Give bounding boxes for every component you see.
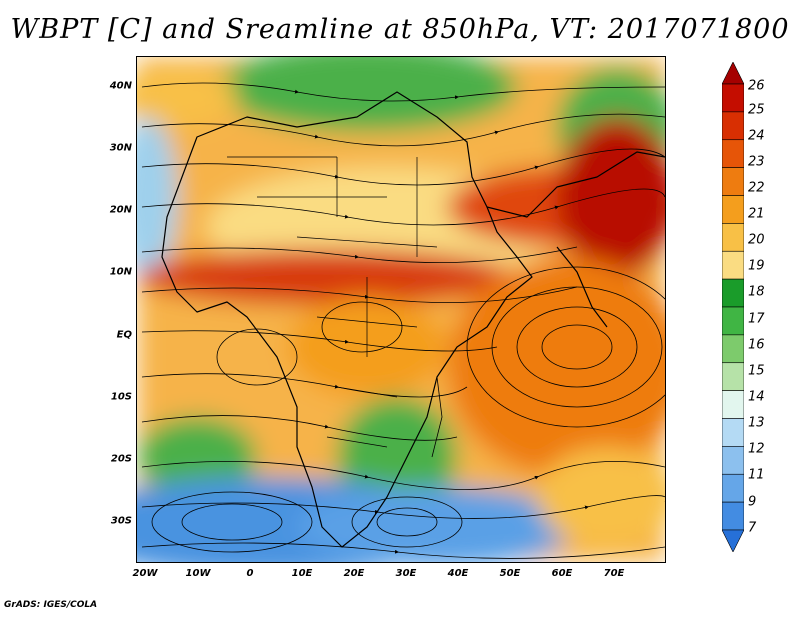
colorbar-swatch <box>722 418 744 447</box>
lat-label-20s: 20S <box>110 453 132 465</box>
colorbar-label: 7 <box>748 520 757 536</box>
lat-label-30s: 30S <box>110 515 132 527</box>
streamlines <box>141 82 665 559</box>
colorbar-swatch <box>722 62 744 85</box>
colorbar-label: 22 <box>748 180 765 196</box>
colorbar-swatch <box>722 167 744 196</box>
lon-label-0: 0 <box>246 568 254 579</box>
colorbar-swatch <box>722 529 744 552</box>
colorbar-swatch <box>722 139 744 168</box>
colorbar-label: 26 <box>748 78 765 94</box>
colorbar-swatch <box>722 334 744 364</box>
colorbar-label: 17 <box>748 311 765 327</box>
lon-label-40e: 40E <box>447 568 469 579</box>
colorbar-swatch <box>722 306 744 336</box>
lon-label-20w: 20W <box>132 568 158 579</box>
lat-label-40n: 40N <box>109 80 132 92</box>
lon-label-30e: 30E <box>395 568 417 579</box>
colorbar-swatch <box>722 362 744 391</box>
colorbar-label: 15 <box>748 363 765 379</box>
colorbar-swatch <box>722 250 744 280</box>
lat-label-30n: 30N <box>109 142 132 154</box>
colorbar-label: 9 <box>748 494 757 510</box>
colorbar-swatch <box>722 83 744 113</box>
colorbar-label: 21 <box>748 206 765 222</box>
lat-label-10s: 10S <box>110 391 132 403</box>
lon-label-70e: 70E <box>603 568 625 579</box>
colorbar-label: 19 <box>748 258 765 274</box>
colorbar-label: 24 <box>748 128 765 144</box>
colorbar-swatch <box>722 223 744 252</box>
colorbar-label: 23 <box>748 154 765 170</box>
colorbar-swatch <box>722 446 744 475</box>
lat-label-eq: EQ <box>116 329 132 341</box>
colorbar-swatch <box>722 195 744 224</box>
colorbar-label: 18 <box>748 284 765 300</box>
colorbar-label: 16 <box>748 337 765 353</box>
lat-label-10n: 10N <box>109 266 132 278</box>
map-canvas <box>137 57 665 562</box>
colorbar-label: 12 <box>748 441 765 457</box>
lon-label-20e: 20E <box>343 568 365 579</box>
lon-label-50e: 50E <box>499 568 521 579</box>
lon-label-10w: 10W <box>185 568 211 579</box>
lon-label-10e: 10E <box>291 568 313 579</box>
colorbar-label: 13 <box>748 415 765 431</box>
colorbar <box>722 62 744 552</box>
colorbar-swatch <box>722 501 744 531</box>
lon-label-60e: 60E <box>551 568 573 579</box>
credit-text: GrADS: IGES/COLA <box>4 600 98 610</box>
colorbar-label: 20 <box>748 232 765 248</box>
temperature-field <box>137 57 665 562</box>
colorbar-swatch <box>722 278 744 308</box>
colorbar-swatch <box>722 111 744 141</box>
colorbar-label: 14 <box>748 389 765 405</box>
colorbar-swatch <box>722 473 744 503</box>
colorbar-swatch <box>722 390 744 419</box>
map-title: WBPT [C] and Sreamline at 850hPa, VT: 20… <box>10 14 790 45</box>
colorbar-label: 11 <box>748 467 765 483</box>
wbpt-map <box>136 56 666 563</box>
colorbar-label: 25 <box>748 102 765 118</box>
lat-label-20n: 20N <box>109 204 132 216</box>
